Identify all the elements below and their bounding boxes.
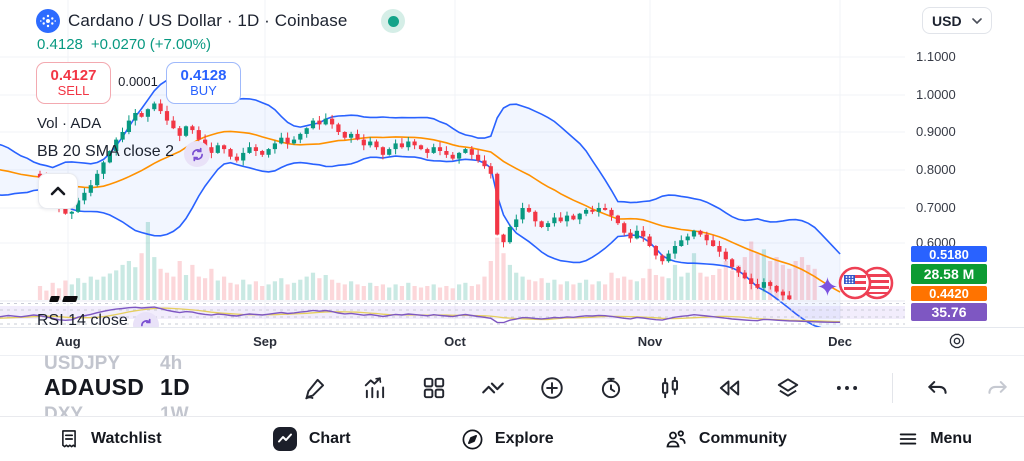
community-people-icon: [666, 430, 686, 448]
bollinger-loading-icon[interactable]: [184, 141, 210, 167]
time-axis-label: Dec: [828, 334, 852, 349]
replay-icon[interactable]: [716, 375, 742, 401]
volume-legend[interactable]: Vol · ADA: [37, 115, 102, 132]
redo-icon[interactable]: [984, 375, 1010, 401]
currency-value: USD: [932, 12, 962, 29]
sell-label: SELL: [57, 83, 90, 99]
indicators-icon[interactable]: [362, 375, 388, 401]
market-status-indicator[interactable]: [381, 9, 405, 33]
chevron-up-icon: [50, 186, 66, 196]
buy-button[interactable]: 0.4128 BUY: [166, 62, 241, 104]
explore-compass-icon: [462, 429, 483, 449]
price-scale[interactable]: 1.1000 1.0000 0.9000 0.8000 0.7000 0.6000 0.51…: [905, 0, 1024, 327]
draw-icon[interactable]: [303, 375, 329, 401]
collapse-panel-button[interactable]: [38, 173, 78, 209]
undo-icon[interactable]: [925, 375, 951, 401]
economic-event-flags-marker[interactable]: [838, 266, 900, 302]
layers-icon[interactable]: [775, 375, 801, 401]
buy-label: BUY: [190, 83, 217, 99]
time-axis-label: Aug: [55, 334, 81, 349]
price-tick: 0.7000: [916, 200, 956, 215]
sparkle-icon: [818, 277, 837, 296]
price-badge: 28.58 M: [911, 264, 987, 284]
carousel-next-symbol[interactable]: DXY 1W: [44, 404, 189, 416]
time-axis-label: Nov: [637, 334, 663, 349]
symbol-title[interactable]: Cardano / US Dollar · 1D · Coinbase: [68, 11, 348, 30]
rsi-pane-mark: [62, 296, 78, 302]
carousel-current-symbol[interactable]: ADAUSD 1D: [44, 374, 191, 400]
toolbar-divider: [892, 373, 893, 403]
add-icon[interactable]: [539, 375, 565, 401]
price-tick: 0.8000: [916, 162, 956, 177]
nav-watchlist[interactable]: Watchlist: [58, 428, 162, 450]
more-icon[interactable]: [834, 375, 860, 401]
last-price: 0.4128: [37, 36, 83, 53]
nav-community[interactable]: Community: [664, 427, 787, 451]
alert-clock-icon[interactable]: [598, 375, 624, 401]
price-tick: 1.0000: [916, 87, 956, 102]
nav-chart[interactable]: Chart: [272, 426, 351, 452]
currency-selector[interactable]: USD: [922, 7, 992, 34]
spread-value: 0.0001: [118, 74, 158, 89]
symbol-carousel[interactable]: USDJPY 4h ADAUSD 1D DXY 1W: [44, 350, 274, 416]
watchlist-icon: [62, 430, 76, 448]
price-tick: 0.9000: [916, 124, 956, 139]
cardano-logo-icon: [36, 9, 60, 33]
price-badge: 0.4420: [911, 286, 987, 301]
nav-menu[interactable]: Menu: [897, 428, 972, 450]
rsi-legend[interactable]: RSI 14 close: [37, 312, 128, 329]
sell-price: 0.4127: [50, 66, 97, 84]
price-badge: 0.5180: [911, 246, 987, 262]
nav-explore[interactable]: Explore: [461, 428, 554, 451]
market-open-dot: [387, 15, 399, 27]
time-axis-label: Oct: [444, 334, 466, 349]
candles-icon[interactable]: [657, 375, 683, 401]
buy-price: 0.4128: [180, 66, 227, 84]
last-price-row: 0.4128 +0.0270 (+7.00%): [37, 36, 211, 53]
bottom-navigation: Watchlist Chart Explore Community Menu: [0, 416, 1024, 461]
price-chart[interactable]: [0, 0, 1024, 330]
chart-icon: [272, 427, 297, 451]
compare-icon[interactable]: [480, 375, 506, 401]
price-tick: 1.1000: [916, 49, 956, 64]
time-axis-label: Sep: [253, 334, 277, 349]
sell-button[interactable]: 0.4127 SELL: [36, 62, 111, 104]
us-flag-icon: [838, 266, 872, 300]
chart-toolbar: [303, 373, 1010, 403]
carousel-prev-symbol[interactable]: USDJPY 4h: [44, 353, 183, 374]
price-badge: 35.76: [911, 303, 987, 321]
layout-grid-icon[interactable]: [421, 375, 447, 401]
time-axis[interactable]: Aug Sep Oct Nov Dec: [0, 327, 1024, 356]
bollinger-legend[interactable]: BB 20 SMA close 2: [37, 143, 174, 160]
price-change: +0.0270 (+7.00%): [90, 36, 211, 53]
chevron-down-icon: [972, 17, 982, 24]
gear-icon[interactable]: [947, 331, 967, 351]
menu-hamburger-icon: [899, 433, 917, 445]
